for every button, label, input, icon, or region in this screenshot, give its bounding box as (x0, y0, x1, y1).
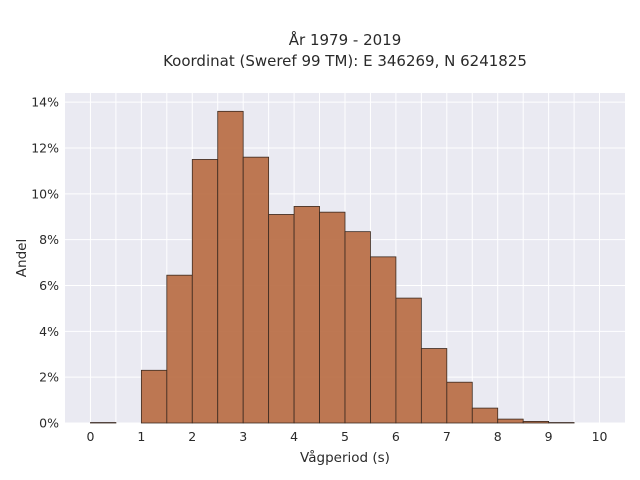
chart-title-line2: Koordinat (Sweref 99 TM): E 346269, N 62… (163, 52, 527, 70)
y-tick-label: 0% (39, 416, 59, 431)
x-tick-labels: 0 1 2 3 4 5 6 7 8 9 10 (86, 429, 607, 444)
histogram-bar (370, 256, 397, 424)
histogram-bar (497, 418, 524, 424)
y-tick-label: 14% (31, 95, 59, 110)
x-axis-label: Vågperiod (s) (300, 449, 390, 466)
y-axis-label: Andel (14, 239, 30, 277)
histogram-bar (446, 381, 473, 424)
histogram-bar (471, 407, 499, 424)
y-tick-label: 12% (31, 141, 59, 156)
histogram-bar (140, 369, 168, 424)
x-tick-label: 6 (392, 429, 400, 444)
histogram-bar (344, 231, 371, 424)
x-tick-label: 0 (86, 429, 94, 444)
y-tick-label: 4% (39, 324, 59, 339)
x-tick-label: 5 (341, 429, 349, 444)
histogram-bar (420, 348, 448, 424)
x-tick-label: 1 (137, 429, 145, 444)
histogram-bar (166, 274, 193, 424)
histogram-bar (293, 206, 320, 424)
histogram-bar (522, 420, 550, 424)
chart-title-line1: År 1979 - 2019 (289, 30, 402, 49)
histogram-bar (191, 159, 219, 424)
y-tick-labels: 0% 2% 4% 6% 8% 10% 12% 14% (31, 95, 59, 431)
histogram-bar (242, 156, 270, 424)
y-tick-label: 2% (39, 370, 59, 385)
y-tick-label: 10% (31, 186, 59, 201)
histogram-bar (268, 214, 295, 424)
histogram-bar (395, 297, 422, 424)
x-tick-label: 8 (494, 429, 502, 444)
x-tick-label: 10 (592, 429, 608, 444)
x-tick-label: 9 (545, 429, 553, 444)
y-tick-label: 6% (39, 278, 59, 293)
histogram-bar (319, 211, 346, 424)
y-tick-label: 8% (39, 232, 59, 247)
x-tick-label: 4 (290, 429, 298, 444)
bars (90, 110, 575, 424)
histogram-bar (217, 110, 244, 424)
x-tick-label: 3 (239, 429, 247, 444)
x-tick-label: 2 (188, 429, 196, 444)
x-tick-label: 7 (443, 429, 451, 444)
